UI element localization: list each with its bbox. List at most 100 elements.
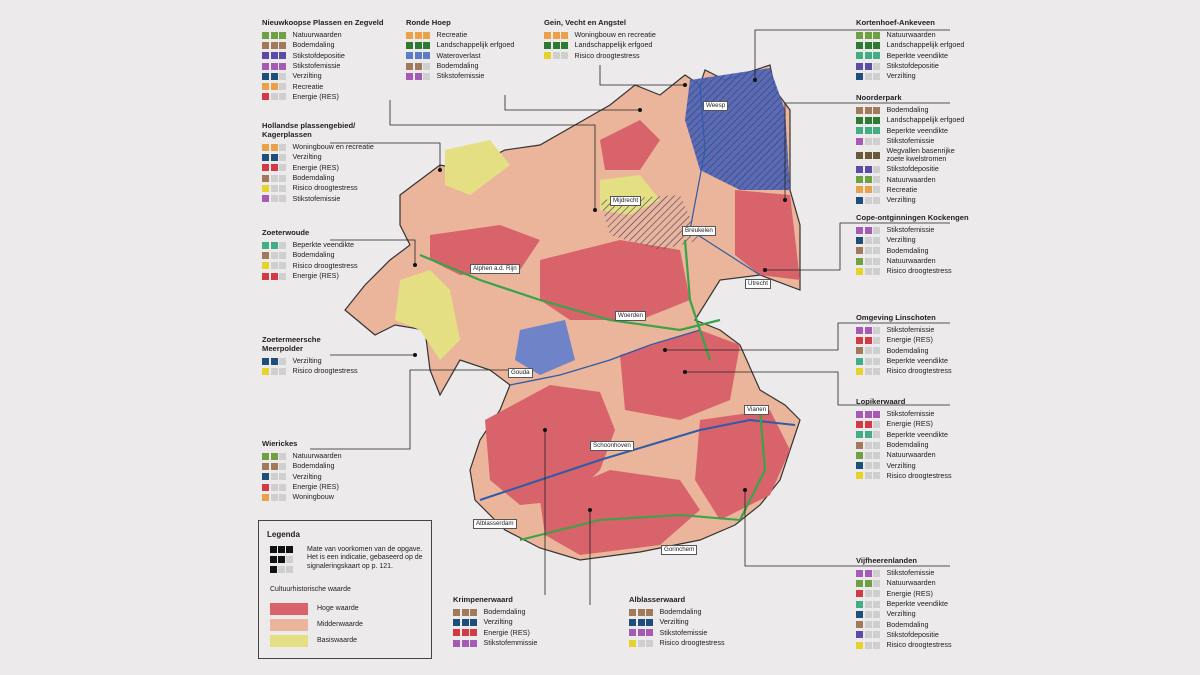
level-square	[453, 639, 460, 647]
level-square	[414, 52, 422, 60]
level-square	[406, 41, 413, 49]
level-square	[270, 62, 278, 70]
panel-title: Noorderpark	[856, 93, 902, 102]
panel-title: Ronde Hoep	[406, 18, 451, 27]
panel-row: Energie (RES)	[262, 271, 358, 281]
panel-row: Natuurwaarden	[856, 30, 964, 40]
panel-row-label: Bodemdaling	[292, 173, 335, 183]
panel-row-label: Energie (RES)	[886, 588, 933, 598]
zone-krimpenerwaard	[485, 385, 615, 505]
legend-item-label: Basiswaarde	[317, 637, 358, 644]
level-square	[873, 236, 880, 244]
level-square	[864, 236, 872, 244]
level-square	[414, 31, 422, 39]
level-square	[262, 41, 269, 49]
level-square	[544, 52, 551, 60]
panel-row-label: Bodemdaling	[292, 40, 335, 50]
level-square	[873, 186, 880, 194]
level-square	[270, 473, 278, 481]
panel-row: Beperkte veendikte	[856, 51, 964, 61]
panel-row: Beperkte veendikte	[856, 599, 952, 609]
panel-row-label: Energie (RES)	[292, 162, 339, 172]
panel-row: Bodemdaling	[856, 346, 952, 356]
level-square	[279, 272, 286, 280]
panel-row-label: Woningbouw	[292, 492, 334, 502]
level-square	[856, 31, 863, 39]
level-square	[873, 116, 880, 124]
river-lek	[479, 418, 796, 501]
level-square	[864, 226, 872, 234]
panel-row-label: Verzilting	[886, 195, 916, 205]
level-square	[262, 241, 269, 249]
level-square	[262, 367, 269, 375]
level-square	[856, 186, 863, 194]
panel-row: Risico droogtestress	[262, 261, 358, 271]
panel-row: Landschappelijk erfgoed	[856, 40, 964, 50]
leader-dot	[413, 263, 417, 267]
panel-row-label: Verzilting	[292, 356, 322, 366]
town-label: Alblasserdam	[473, 519, 517, 529]
level-square	[864, 196, 872, 204]
panel-row: Energie (RES)	[262, 163, 374, 173]
leader-dot	[543, 428, 547, 432]
level-square	[423, 52, 430, 60]
level-square	[262, 493, 269, 501]
panel-row-label: Recreatie	[886, 184, 918, 194]
level-square	[279, 93, 286, 101]
level-square	[270, 31, 278, 39]
panel-row-label: Verzilting	[886, 609, 916, 619]
panel-row: Verzilting	[262, 472, 342, 482]
level-square	[873, 462, 880, 470]
level-square	[270, 72, 278, 80]
level-square	[262, 251, 269, 259]
road-a27	[739, 409, 767, 521]
panel-row: Stikstofdepositie	[262, 51, 384, 61]
panel-row: Verzilting	[856, 71, 964, 81]
leader-dot	[683, 370, 687, 374]
panel-row: Woningbouw en recreatie	[544, 30, 656, 40]
level-square	[873, 247, 880, 255]
level-square	[561, 52, 568, 60]
panel-row: Wegvallen basenrijke zoete kwelstromen	[856, 146, 964, 164]
level-square	[856, 62, 863, 70]
panel-row: Bodemdaling	[262, 250, 358, 260]
level-square	[864, 641, 872, 649]
panel-row: Natuurwaarden	[262, 30, 384, 40]
level-square	[270, 83, 278, 91]
level-square	[270, 262, 278, 270]
panel-row-label: Stikstofdepositie	[886, 61, 939, 71]
panel-row-label: Energie (RES)	[292, 482, 339, 492]
level-square	[873, 336, 880, 344]
level-square	[864, 472, 872, 480]
panel-row: Stikstofemissie	[262, 61, 384, 71]
road-a2	[683, 239, 712, 361]
level-square	[856, 347, 863, 355]
level-square	[637, 608, 645, 616]
panel-row: Bodemdaling	[262, 40, 384, 50]
level-square	[864, 462, 872, 470]
level-square	[262, 62, 269, 70]
panel-row-label: Landschappelijk erfgoed	[886, 40, 965, 50]
level-square	[470, 618, 477, 626]
town-label: Mijdrecht	[610, 196, 642, 206]
level-square	[864, 410, 872, 418]
leader-zoeterwoude	[330, 239, 416, 265]
panel-row: Recreatie	[406, 30, 514, 40]
panel-row-label: Natuurwaarden	[292, 451, 342, 461]
level-square	[423, 41, 430, 49]
leader-dot	[783, 198, 787, 202]
level-square	[873, 431, 880, 439]
leader-dot	[588, 508, 592, 512]
level-square	[270, 195, 278, 203]
panel-title: Hollandse plassengebied/ Kagerplassen	[262, 121, 356, 139]
panel-row-label: Stikstofemissie	[886, 225, 935, 235]
panel-row-label: Stikstofemissie	[659, 627, 708, 637]
panel-row: Verzilting	[262, 71, 384, 81]
level-square	[270, 357, 278, 365]
leader-dot	[438, 168, 442, 172]
panel-row: Energie (RES)	[262, 482, 342, 492]
level-square	[864, 116, 872, 124]
panel-row: Bodemdaling	[856, 440, 952, 450]
panel-row-label: Beperkte veendikte	[886, 599, 949, 609]
panel-row-label: Energie (RES)	[886, 335, 933, 345]
